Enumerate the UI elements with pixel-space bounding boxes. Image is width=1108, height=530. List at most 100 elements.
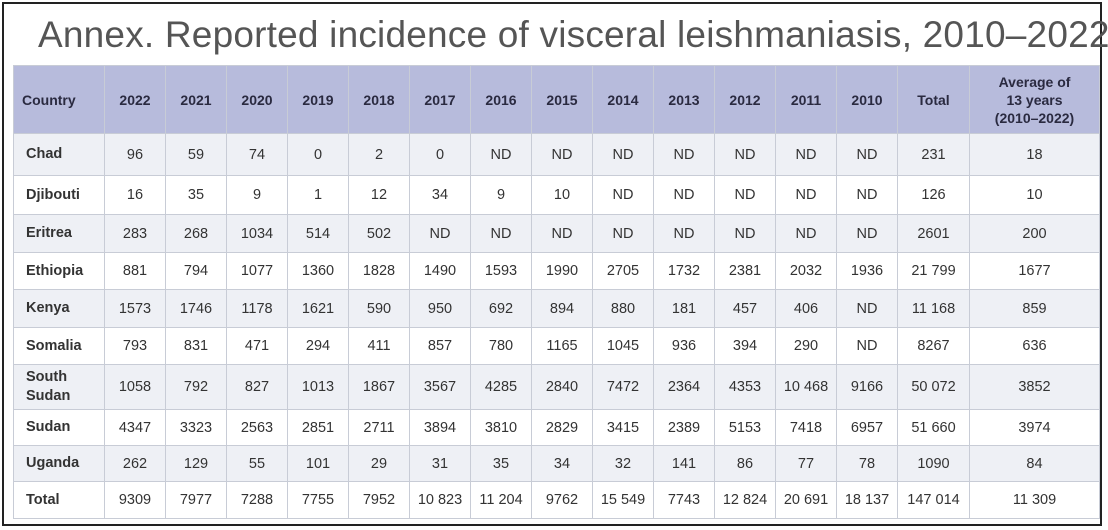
value-cell: 268 [165,214,227,253]
header-2012: 2012 [714,65,776,134]
value-cell: 394 [714,327,776,365]
value-cell: 34 [531,445,593,482]
table-row: Sudan 4347 3323 2563 2851 2711 3894 3810 2829 341… [13,409,1100,446]
header-2017: 2017 [409,65,471,134]
value-cell: 147 014 [897,481,970,519]
value-cell: 1090 [897,445,970,482]
value-cell: 2563 [226,409,288,446]
value-cell: 406 [775,289,837,328]
value-cell: 96 [104,133,166,176]
value-cell: 4353 [714,364,776,410]
value-cell: ND [836,214,898,253]
header-2020: 2020 [226,65,288,134]
value-cell: 831 [165,327,227,365]
table-row: South Sudan 1058 792 827 1013 1867 3567 4285 2840… [13,364,1100,410]
value-cell: 794 [165,252,227,290]
value-cell: ND [775,175,837,215]
country-name: Ethiopia [26,262,84,279]
country-name: South [26,369,68,385]
value-cell: 7472 [592,364,654,410]
value-cell: 1573 [104,289,166,328]
value-cell: 181 [653,289,715,328]
value-cell: ND [409,214,471,253]
value-cell: 0 [287,133,349,176]
value-cell: 74 [226,133,288,176]
value-cell: 21 799 [897,252,970,290]
value-cell: ND [775,133,837,176]
value-cell: 3323 [165,409,227,446]
value-cell: 2 [348,133,410,176]
value-cell: ND [592,175,654,215]
value-cell: ND [714,214,776,253]
header-2016: 2016 [470,65,532,134]
value-cell: 84 [969,445,1100,482]
value-cell: 10 [969,175,1100,215]
value-cell: 55 [226,445,288,482]
table-row: Ethiopia 881 794 1077 1360 1828 1490 1593 1990 27… [13,252,1100,290]
value-cell: ND [714,133,776,176]
value-cell: 283 [104,214,166,253]
value-cell: 692 [470,289,532,328]
value-cell: ND [470,133,532,176]
country-name: Chad [26,146,63,162]
value-cell: 881 [104,252,166,290]
value-cell: 4285 [470,364,532,410]
value-cell: ND [592,214,654,253]
value-cell: 200 [969,214,1100,253]
value-cell: 15 549 [592,481,654,519]
value-cell: 10 [531,175,593,215]
value-cell: 859 [969,289,1100,328]
value-cell: 1936 [836,252,898,290]
country-cell: Somalia [13,327,105,365]
value-cell: 936 [653,327,715,365]
country-name: Sudan [26,388,71,404]
value-cell: ND [653,175,715,215]
value-cell: 1178 [226,289,288,328]
value-cell: 7288 [226,481,288,519]
value-cell: 7743 [653,481,715,519]
value-cell: 35 [470,445,532,482]
country-name: Djibouti [26,186,80,203]
value-cell: ND [653,133,715,176]
value-cell: 0 [409,133,471,176]
value-cell: 20 691 [775,481,837,519]
value-cell: 514 [287,214,349,253]
value-cell: 1360 [287,252,349,290]
value-cell: 2364 [653,364,715,410]
value-cell: 1867 [348,364,410,410]
value-cell: 51 660 [897,409,970,446]
value-cell: 10 468 [775,364,837,410]
value-cell: 2381 [714,252,776,290]
table-header-row: Country 2022 2021 2020 2019 2018 2017 2016 2015 2… [13,65,1100,134]
table-row: Djibouti 16 35 9 1 12 34 9 10 ND ND ND ND ND 126 10 [13,175,1100,215]
value-cell: 126 [897,175,970,215]
country-cell: Ethiopia [13,252,105,290]
value-cell: 1621 [287,289,349,328]
value-cell: 9 [470,175,532,215]
country-cell: South Sudan [13,364,105,410]
value-cell: ND [836,327,898,365]
value-cell: 35 [165,175,227,215]
value-cell: 1990 [531,252,593,290]
value-cell: 7952 [348,481,410,519]
value-cell: 290 [775,327,837,365]
value-cell: 950 [409,289,471,328]
value-cell: 3974 [969,409,1100,446]
value-cell: 1593 [470,252,532,290]
value-cell: 7977 [165,481,227,519]
value-cell: 59 [165,133,227,176]
value-cell: 2705 [592,252,654,290]
value-cell: 857 [409,327,471,365]
value-cell: 2711 [348,409,410,446]
value-cell: 129 [165,445,227,482]
value-cell: 8267 [897,327,970,365]
value-cell: 1677 [969,252,1100,290]
value-cell: 590 [348,289,410,328]
value-cell: 12 824 [714,481,776,519]
value-cell: 1034 [226,214,288,253]
value-cell: 3810 [470,409,532,446]
header-average: Average of 13 years (2010–2022) [969,65,1100,134]
value-cell: 2389 [653,409,715,446]
value-cell: 12 [348,175,410,215]
country-name: Sudan [26,419,71,435]
